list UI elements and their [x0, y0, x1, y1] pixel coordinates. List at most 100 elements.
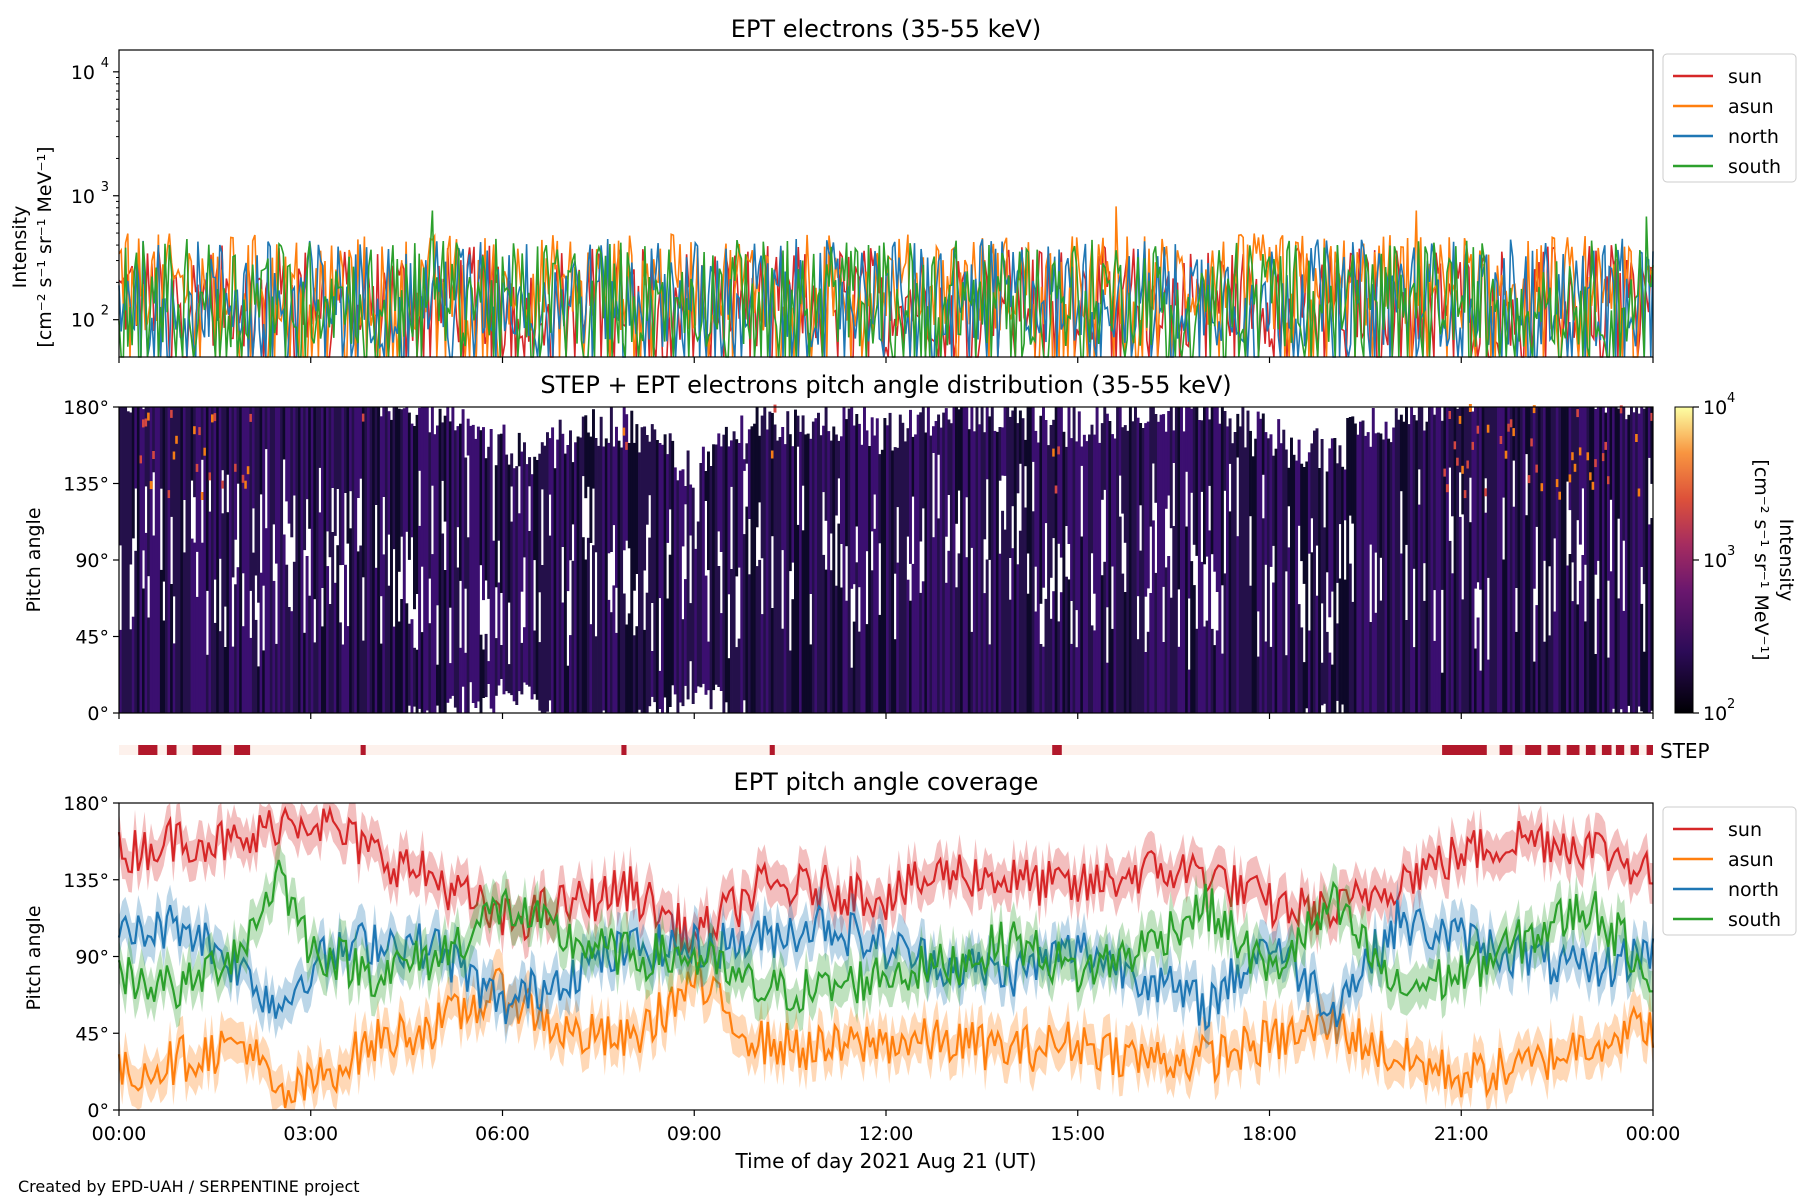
pad-cell	[520, 642, 524, 695]
pad-cell	[1024, 507, 1028, 713]
pad-cell-step	[195, 463, 199, 472]
pad-cell	[359, 545, 363, 713]
pad-cell	[763, 407, 767, 713]
intensity-yunit-text: [cm⁻² s⁻¹ sr⁻¹ MeV⁻¹]	[34, 146, 56, 347]
pad-cell	[612, 585, 616, 713]
pad-cell	[809, 644, 813, 713]
pad-cell	[983, 593, 987, 713]
pad-cell	[967, 429, 971, 713]
pad-cell	[1463, 407, 1467, 713]
pad-cell	[1576, 604, 1580, 713]
pad-cell	[190, 407, 194, 481]
pad-cell	[1185, 526, 1189, 713]
pad-cell	[492, 540, 496, 713]
pad-cell	[788, 650, 792, 713]
pad-cell	[745, 506, 749, 713]
pad-cell-step	[1601, 453, 1605, 462]
pad-cell	[643, 426, 647, 571]
pad-cell	[983, 432, 987, 540]
pad-cell	[1287, 547, 1291, 713]
pad-cell	[691, 487, 695, 704]
pad-cell	[566, 665, 570, 713]
pad-cell	[234, 407, 238, 540]
pad-cell	[182, 552, 186, 713]
pad-cell-step	[167, 490, 171, 499]
pad-cell	[1453, 407, 1457, 713]
pad-cell	[617, 440, 621, 713]
pad-cell	[459, 423, 462, 581]
pad-cell	[689, 603, 693, 662]
pad-cell-step	[1476, 425, 1480, 434]
pad-cell	[1410, 407, 1414, 713]
pad-cell	[694, 548, 698, 693]
step-interval	[1499, 745, 1513, 755]
pad-cell	[428, 623, 432, 713]
pad-cell-step	[249, 413, 253, 422]
pad-cell-step	[1499, 436, 1503, 444]
pad-cell	[1428, 407, 1431, 713]
pad-cell	[1336, 623, 1339, 701]
pad-cell	[745, 443, 749, 464]
pad-cell	[809, 438, 813, 594]
pad-cell	[195, 596, 199, 713]
pad-cell	[1609, 571, 1613, 713]
pad-cell	[632, 442, 636, 591]
pad-cell	[1088, 434, 1091, 713]
pad-cell	[387, 411, 391, 535]
pad-cell-step	[1535, 464, 1539, 473]
pad-cell	[850, 407, 854, 589]
step-strip-bg	[119, 745, 1653, 755]
pad-cell	[369, 407, 373, 713]
pad-cell	[1180, 407, 1183, 713]
pad-cell	[612, 446, 616, 526]
pad-cell	[190, 538, 194, 713]
pad-cell	[313, 407, 317, 600]
pad-cell	[1568, 554, 1572, 713]
pad-cell	[1131, 421, 1135, 713]
pad-cell	[1614, 407, 1618, 713]
pad-cell	[349, 407, 353, 492]
pad-cell	[354, 407, 358, 713]
pad-cell	[1154, 572, 1158, 713]
pad-cell	[499, 645, 503, 679]
pad-cell	[505, 454, 509, 692]
pad-cell	[1157, 421, 1160, 713]
pad-cell	[719, 446, 723, 552]
pad-cell	[620, 447, 624, 713]
pad-cell	[776, 440, 780, 713]
pad-cell	[684, 579, 687, 686]
step-interval	[1630, 745, 1639, 755]
pad-cell	[1146, 421, 1150, 589]
pad-cell	[239, 407, 243, 713]
pad-cell	[1139, 423, 1143, 506]
pad-cell	[1624, 419, 1628, 713]
pad-cell	[645, 592, 649, 713]
pad-cell	[1264, 432, 1268, 565]
pad-cell	[379, 416, 383, 597]
pad-cell	[390, 419, 393, 713]
pad-cell	[1003, 529, 1007, 713]
pad-cell	[1026, 407, 1030, 554]
x-tick-label: 12:00	[859, 1123, 914, 1145]
pad-cell	[1187, 669, 1191, 713]
pad-cell	[632, 635, 636, 713]
pad-cell	[438, 408, 442, 713]
pad-cell	[1065, 446, 1068, 526]
pad-cell	[1348, 563, 1352, 713]
pad-cell	[464, 457, 468, 589]
pa-ytick-label: 45°	[75, 627, 109, 649]
pad-cell	[131, 407, 135, 539]
pad-cell	[1497, 407, 1500, 713]
pad-cell	[443, 570, 447, 713]
pad-cell-step	[622, 427, 626, 436]
pad-cell	[162, 407, 166, 582]
pad-cell-step	[1527, 475, 1531, 484]
pad-cell	[1601, 407, 1605, 713]
colorbar-unit: [cm⁻² s⁻¹ sr⁻¹ MeV⁻¹]	[1750, 459, 1772, 660]
pad-cell	[436, 664, 439, 706]
pad-cell	[650, 651, 654, 697]
pad-cell-step	[208, 472, 212, 481]
pad-cell	[1249, 430, 1252, 517]
pad-cell	[1555, 407, 1559, 713]
pad-cell	[1090, 625, 1094, 713]
